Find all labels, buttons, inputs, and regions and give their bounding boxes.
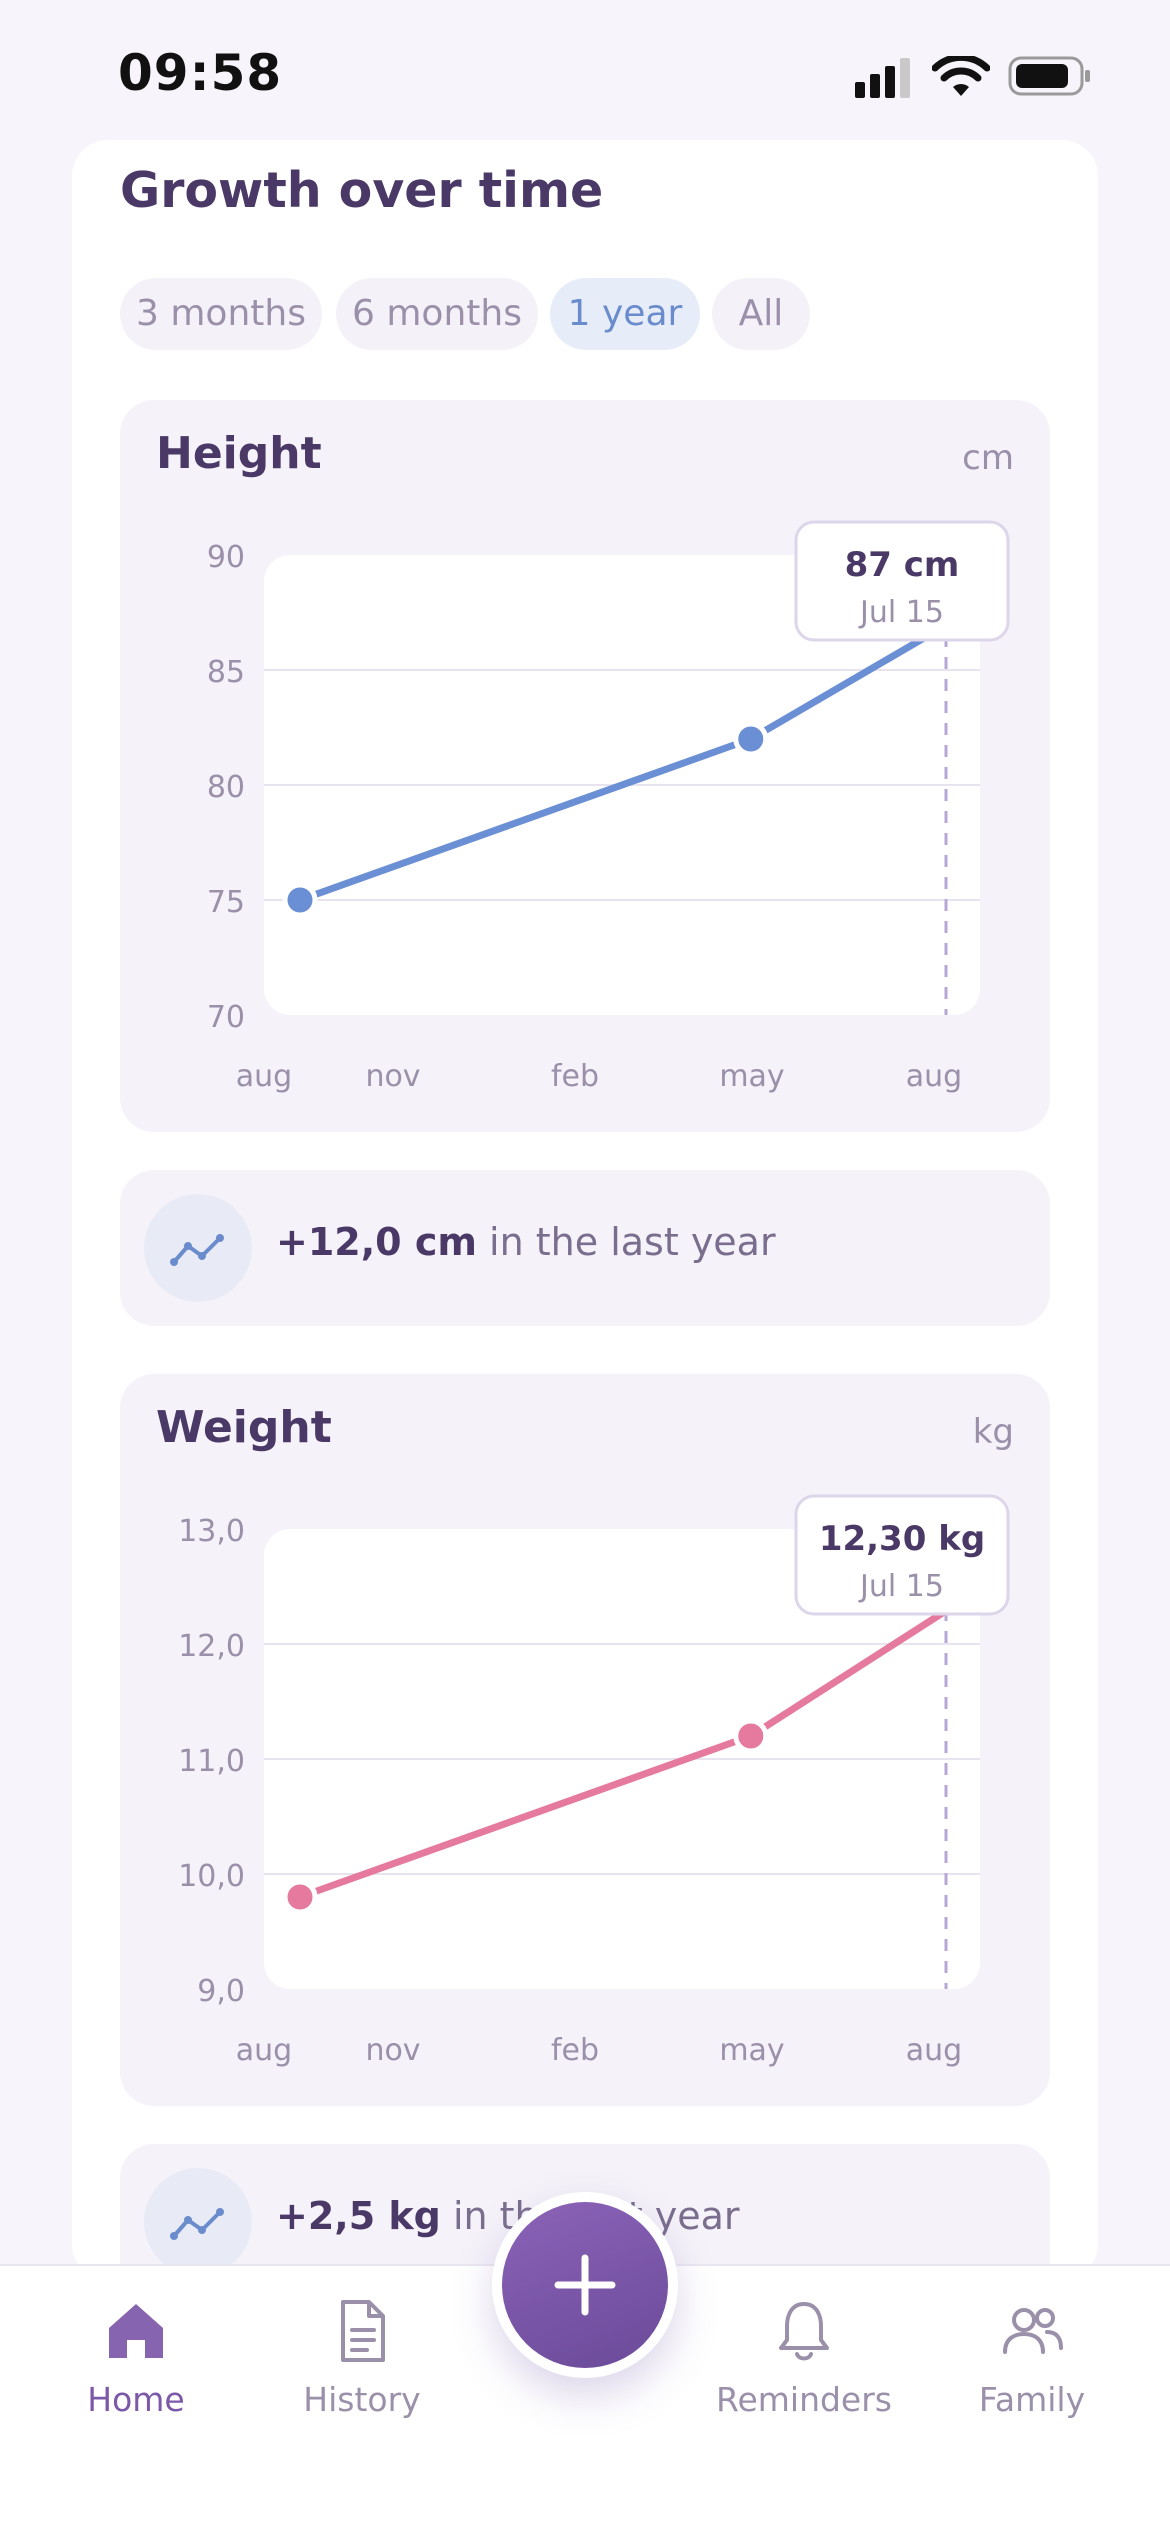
height-y-tick: 80 [207,770,245,805]
weight-chart-panel: Weight kg 13,0 12,0 11,0 10,0 9,0 aug nov feb ma… [120,1374,1050,2106]
height-y-tick: 75 [207,885,245,920]
weight-y-tick: 11,0 [178,1744,245,1779]
status-bar: 09:58 [0,0,1170,140]
weight-x-tick: nov [365,2033,420,2068]
weight-chart[interactable]: 13,0 12,0 11,0 10,0 9,0 aug nov feb may aug 12,30 … [120,1374,1050,2106]
status-time: 09:58 [118,44,283,102]
plus-icon [554,2254,616,2316]
home-indicator [392,2494,778,2506]
people-icon [1003,2308,1063,2354]
height-summary-text: +12,0 cm in the last year [276,1220,776,1264]
height-tooltip-date: Jul 15 [858,595,944,630]
height-x-tick: nov [365,1059,420,1094]
weight-chart-unit: kg [972,1412,1014,1452]
height-change-suffix: in the last year [476,1220,776,1264]
document-icon [341,2300,385,2362]
add-button[interactable] [492,2192,678,2378]
range-tab-6-months[interactable]: 6 months [336,278,538,350]
home-icon [109,2304,163,2358]
weight-chart-title: Weight [156,1402,332,1453]
range-tab-1-year[interactable]: 1 year [550,278,700,350]
range-tab-3-months[interactable]: 3 months [120,278,322,350]
weight-change-value: +2,5 kg [276,2194,441,2238]
weight-x-tick: may [719,2033,784,2068]
tab-history[interactable]: History [262,2296,462,2446]
tab-reminders-label: Reminders [716,2380,892,2419]
height-x-tick: feb [551,1059,599,1094]
signal-icon [855,58,910,98]
height-chart-title: Height [156,428,322,479]
wifi-icon [932,56,990,96]
weight-y-tick: 12,0 [178,1629,245,1664]
range-tab-all[interactable]: All [712,278,810,350]
height-data-point [733,721,769,757]
tab-home-label: Home [87,2380,185,2419]
height-chart-panel: Height cm 90 85 80 75 70 aug nov feb may aug 87 cm… [120,400,1050,1132]
bell-icon [779,2302,829,2361]
height-x-tick: may [719,1059,784,1094]
weight-y-tick: 10,0 [178,1859,245,1894]
section-title: Growth over time [120,162,604,219]
height-y-tick: 70 [207,1000,245,1035]
weight-data-point [282,1879,318,1915]
height-x-tick: aug [906,1059,962,1094]
weight-x-tick: aug [236,2033,292,2068]
weight-tooltip-date: Jul 15 [858,1569,944,1604]
height-chart[interactable]: 90 85 80 75 70 aug nov feb may aug 87 cm Jul 15 [120,400,1050,1132]
height-y-tick: 90 [207,540,245,575]
height-tooltip-value: 87 cm [845,545,960,585]
weight-tooltip-value: 12,30 kg [819,1519,985,1559]
trend-icon [144,1194,252,1302]
height-change-value: +12,0 cm [276,1220,477,1264]
tab-history-label: History [303,2380,421,2419]
height-y-tick: 85 [207,655,245,690]
weight-data-point [733,1718,769,1754]
weight-tooltip [794,1494,1010,1616]
weight-x-tick: feb [551,2033,599,2068]
height-x-tick: aug [236,1059,292,1094]
height-chart-unit: cm [962,438,1014,478]
tab-home[interactable]: Home [36,2296,236,2446]
height-data-point [282,882,318,918]
height-tooltip [794,520,1010,642]
tab-family-label: Family [978,2380,1086,2419]
tab-family[interactable]: Family [932,2296,1132,2446]
height-summary: +12,0 cm in the last year [120,1170,1050,1326]
battery-icon [1008,56,1090,96]
weight-y-tick: 13,0 [178,1514,245,1549]
trend-icon [144,2168,252,2276]
weight-y-tick: 9,0 [197,1974,245,2009]
weight-x-tick: aug [906,2033,962,2068]
tab-reminders[interactable]: Reminders [704,2296,904,2446]
